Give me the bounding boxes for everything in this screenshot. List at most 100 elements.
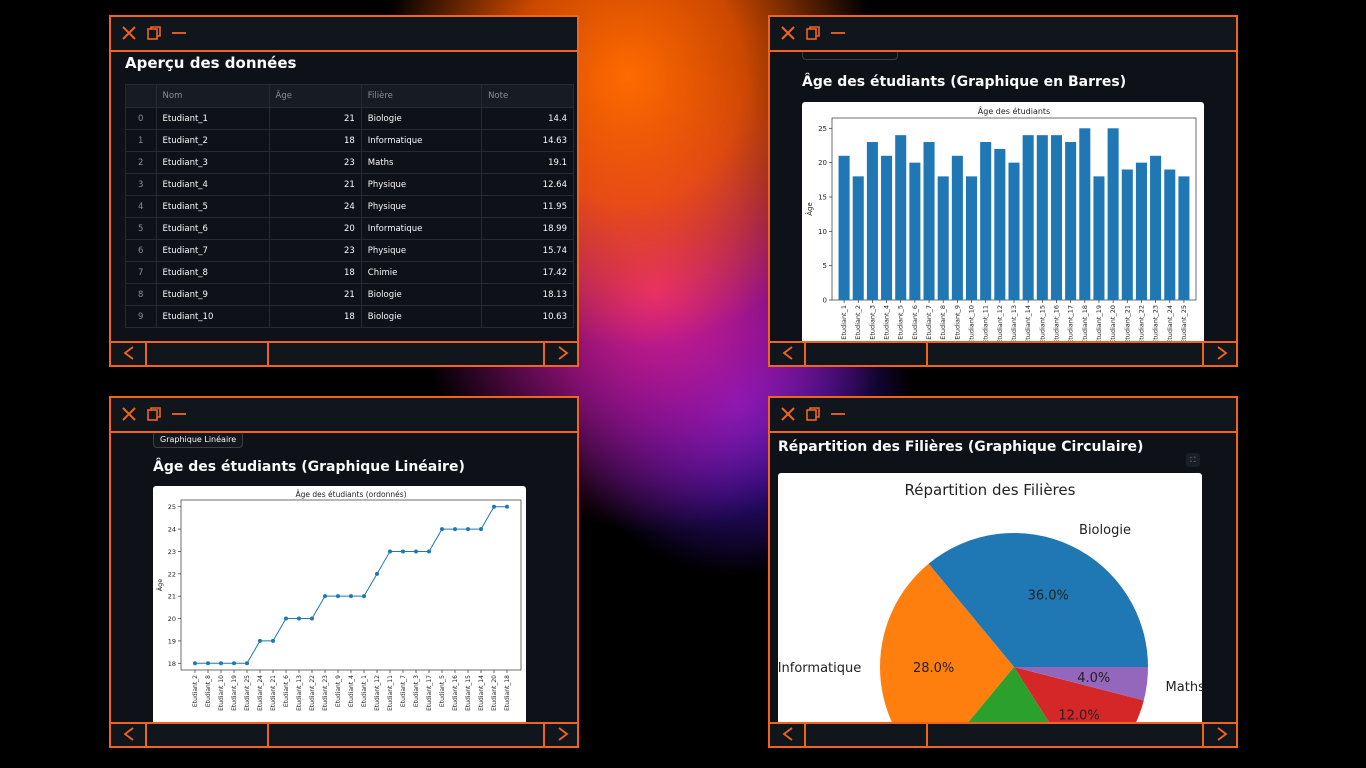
chevron-right-icon[interactable] <box>1214 726 1230 742</box>
data-point <box>492 504 496 509</box>
table-row[interactable]: 6 Etudiant_7 23 Physique 15.74 <box>125 239 574 262</box>
table-cell: Etudiant_3 <box>155 151 270 174</box>
x-tick-label: Etudiant_2 <box>854 305 862 340</box>
minimize-icon[interactable] <box>171 25 187 41</box>
minimize-icon[interactable] <box>830 406 846 422</box>
table-row[interactable]: 3 Etudiant_4 21 Physique 12.64 <box>125 173 574 196</box>
chevron-left-icon[interactable] <box>121 345 137 361</box>
table-cell: Etudiant_7 <box>155 239 270 262</box>
restore-icon[interactable] <box>146 25 162 41</box>
table-row[interactable]: 2 Etudiant_3 23 Maths 19.1 <box>125 151 574 174</box>
bar <box>909 162 921 300</box>
table-row[interactable]: 4 Etudiant_5 24 Physique 11.95 <box>125 195 574 218</box>
pie-chart-heading: Répartition des Filières (Graphique Circ… <box>778 439 1144 455</box>
table-cell: Etudiant_10 <box>155 305 270 328</box>
column-header[interactable]: Filière <box>360 84 483 108</box>
minimize-icon[interactable] <box>830 25 846 41</box>
pie-chart: Répartition des Filières 36.0% Biologie 28.… <box>778 481 1202 724</box>
table-row[interactable]: 5 Etudiant_6 20 Informatique 18.99 <box>125 217 574 240</box>
bar <box>1079 128 1091 300</box>
x-tick-label: Etudiant_14 <box>478 675 485 711</box>
title-bar <box>770 398 1236 433</box>
table-cell: Biologie <box>360 305 483 328</box>
x-tick-label: Etudiant_11 <box>387 675 394 711</box>
minimize-icon[interactable] <box>171 406 187 422</box>
table-row[interactable]: 7 Etudiant_8 18 Chimie 17.42 <box>125 261 574 284</box>
window-footer <box>770 341 1236 365</box>
slice-label: Maths <box>1166 680 1202 695</box>
slice-percent-label: 28.0% <box>913 661 954 676</box>
close-icon[interactable] <box>780 25 796 41</box>
chevron-left-icon[interactable] <box>780 726 796 742</box>
x-tick-label: Etudiant_6 <box>283 675 290 707</box>
table-row[interactable]: 1 Etudiant_2 18 Informatique 14.63 <box>125 129 574 152</box>
pie-chart-figure: Répartition des Filières 36.0% Biologie 28.… <box>778 473 1202 724</box>
x-tick-label: Etudiant_15 <box>465 675 472 711</box>
data-point <box>466 527 470 532</box>
chevron-right-icon[interactable] <box>555 726 571 742</box>
y-tick-label: 25 <box>818 125 827 133</box>
restore-icon[interactable] <box>805 25 821 41</box>
data-point <box>440 527 444 532</box>
close-icon[interactable] <box>780 406 796 422</box>
bar <box>1121 169 1133 300</box>
series-line <box>195 506 507 664</box>
partial-button[interactable] <box>802 52 898 60</box>
restore-icon[interactable] <box>146 406 162 422</box>
chevron-right-icon[interactable] <box>555 345 571 361</box>
y-tick-label: 25 <box>168 503 176 511</box>
column-header[interactable]: Âge <box>268 84 362 108</box>
restore-icon[interactable] <box>805 406 821 422</box>
title-bar <box>111 398 577 433</box>
table-cell: Etudiant_2 <box>155 129 270 152</box>
chevron-left-icon[interactable] <box>780 345 796 361</box>
x-tick-label: Etudiant_19 <box>231 675 238 711</box>
x-tick-label: Etudiant_4 <box>348 675 355 707</box>
column-header[interactable]: Note <box>481 84 574 108</box>
table-row[interactable]: 8 Etudiant_9 21 Biologie 18.13 <box>125 283 574 306</box>
bar <box>1093 176 1105 300</box>
line-chart-button[interactable]: Graphique Linéaire <box>153 433 244 448</box>
close-icon[interactable] <box>121 25 137 41</box>
x-tick-label: Etudiant_24 <box>1166 305 1174 343</box>
footer-divider <box>926 724 928 746</box>
bar <box>1008 162 1020 300</box>
fullscreen-icon[interactable]: ⛶ <box>1186 453 1200 467</box>
bar <box>1036 135 1048 300</box>
window-content: Aperçu des données Nom Âge Filière Note 0 Et… <box>111 52 577 343</box>
bar <box>866 142 878 300</box>
x-tick-label: Etudiant_6 <box>911 305 919 340</box>
window-footer <box>111 341 577 365</box>
window-content: Répartition des Filières (Graphique Circ… <box>770 433 1236 724</box>
x-tick-label: Etudiant_22 <box>1137 305 1145 343</box>
bar <box>923 142 935 300</box>
data-table[interactable]: Nom Âge Filière Note 0 Etudiant_1 21 Biologie 1… <box>125 84 574 328</box>
footer-divider <box>804 724 806 746</box>
x-tick-label: Etudiant_20 <box>491 675 498 711</box>
data-point <box>284 616 288 621</box>
x-tick-label: Etudiant_8 <box>939 305 947 340</box>
close-icon[interactable] <box>121 406 137 422</box>
chevron-right-icon[interactable] <box>1214 345 1230 361</box>
data-point <box>310 616 314 621</box>
table-cell: Etudiant_8 <box>155 261 270 284</box>
chevron-left-icon[interactable] <box>121 726 137 742</box>
table-row[interactable]: 0 Etudiant_1 21 Biologie 14.4 <box>125 107 574 130</box>
table-row[interactable]: 9 Etudiant_10 18 Biologie 10.63 <box>125 305 574 328</box>
table-cell: 1 <box>125 129 157 152</box>
column-header[interactable]: Nom <box>155 84 270 108</box>
table-cell: 21 <box>268 107 362 130</box>
x-tick-label: Etudiant_25 <box>244 675 251 711</box>
data-point <box>219 661 223 666</box>
data-point <box>362 594 366 599</box>
bar-chart-window: Âge des étudiants (Graphique en Barres) … <box>768 15 1238 367</box>
table-cell: 20 <box>268 217 362 240</box>
x-tick-label: Etudiant_3 <box>868 305 876 340</box>
slice-percent-label: 4.0% <box>1077 671 1110 686</box>
y-tick-label: 23 <box>168 548 176 556</box>
data-point <box>206 661 210 666</box>
bar-chart: Âge des étudiants 0 5 10 15 20 25 Âge Etudiant_1… <box>805 105 1197 343</box>
column-header[interactable] <box>125 84 157 108</box>
y-tick-label: 10 <box>818 228 827 236</box>
x-tick-label: Etudiant_9 <box>335 675 342 707</box>
